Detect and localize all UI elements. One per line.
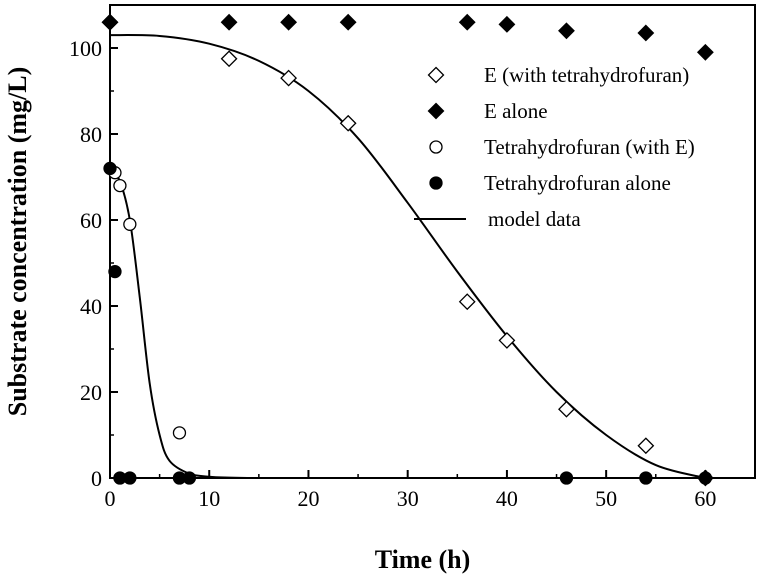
diamond-marker <box>280 69 298 87</box>
y-tick-label: 0 <box>91 466 102 491</box>
diamond-marker <box>558 400 575 418</box>
legend-label: Tetrahydrofuran (with E) <box>484 135 695 159</box>
data-points <box>101 13 714 487</box>
x-axis-label: Time (h) <box>375 545 471 574</box>
axes <box>109 4 756 479</box>
x-tick-label: 20 <box>297 486 319 511</box>
circle-marker <box>429 176 443 190</box>
model-curve <box>109 167 289 480</box>
circle-marker <box>103 161 117 176</box>
legend-label: model data <box>488 207 581 231</box>
legend-label: Tetrahydrofuran alone <box>484 171 671 195</box>
circle-marker <box>113 178 127 193</box>
series-tetrahydrofuran-alone <box>103 161 713 485</box>
legend: E (with tetrahydrofuran) E alone Tetrahydr… <box>414 63 695 231</box>
plot-frame <box>109 4 756 479</box>
x-tick-label: 10 <box>198 486 220 511</box>
circle-marker <box>123 217 137 231</box>
y-axis-label: Substrate concentration (mg/L) <box>3 67 32 417</box>
y-tick-label: 60 <box>80 208 102 233</box>
circle-marker <box>172 426 187 440</box>
diamond-marker <box>427 102 445 120</box>
diamond-marker <box>458 293 476 311</box>
circle-marker <box>639 471 653 485</box>
circle-marker <box>182 471 197 485</box>
series-tetrahydrofuran-with-e- <box>108 166 187 440</box>
x-tick-label: 60 <box>694 486 716 511</box>
circle-marker <box>559 471 574 485</box>
model-curve <box>109 34 706 479</box>
diamond-marker <box>220 13 238 31</box>
y-tick-label: 20 <box>80 380 102 405</box>
y-tick-label: 80 <box>80 122 102 147</box>
series-e-alone <box>101 13 714 61</box>
x-tick-label: 50 <box>595 486 617 511</box>
circle-marker <box>698 471 713 485</box>
y-tick-label: 100 <box>69 36 102 61</box>
x-tick-label: 30 <box>397 486 419 511</box>
diamond-marker <box>696 43 714 61</box>
model-lines <box>109 34 706 480</box>
circle-marker <box>429 140 443 154</box>
diamond-marker <box>498 331 516 349</box>
diamond-marker <box>498 15 516 33</box>
diamond-marker <box>637 437 655 455</box>
y-ticks: 0 20 40 60 80 100 <box>69 36 118 491</box>
x-tick-label: 40 <box>496 486 518 511</box>
diamond-marker <box>280 13 298 31</box>
circle-marker <box>123 471 137 485</box>
diamond-marker <box>558 22 575 40</box>
diamond-marker <box>101 13 119 31</box>
diamond-marker <box>220 50 238 68</box>
x-ticks: 0 10 20 30 40 50 60 <box>105 470 716 511</box>
y-tick-label: 40 <box>80 294 102 319</box>
diamond-marker <box>637 24 655 42</box>
diamond-marker <box>339 13 357 31</box>
circle-marker <box>108 264 122 279</box>
diamond-marker <box>458 13 476 31</box>
x-tick-label: 0 <box>105 486 116 511</box>
diamond-marker <box>427 66 445 84</box>
diamond-marker <box>339 114 357 132</box>
legend-label: E (with tetrahydrofuran) <box>484 63 689 87</box>
legend-label: E alone <box>484 99 548 123</box>
